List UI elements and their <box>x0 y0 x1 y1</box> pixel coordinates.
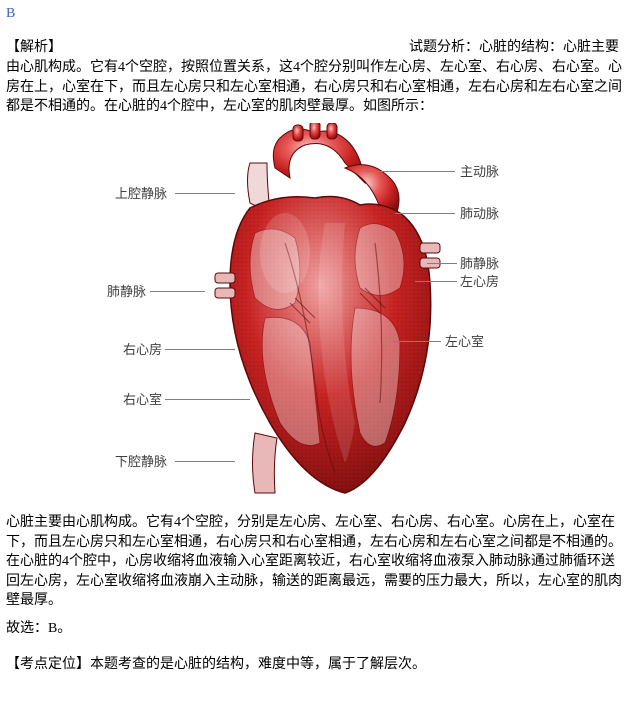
lead-line <box>365 171 455 172</box>
lead-line <box>393 341 441 342</box>
analysis-body: 由心肌构成。它有4个空腔，按照位置关系，这4个腔分别叫作左心房、左心室、右心房、… <box>6 58 624 117</box>
explanation-paragraph: 心脏主要由心肌构成。它有4个空腔，分别是左心房、左心室、右心房、右心室。心房在上… <box>6 513 624 611</box>
analysis-lead: 试题分析：心脏的结构：心脏主要 <box>409 40 619 55</box>
topic-position: 【考点定位】本题考查的是心脏的结构，难度中等，属于了解层次。 <box>6 655 624 675</box>
lead-line <box>150 291 205 292</box>
label-pulmonary-artery: 肺动脉 <box>460 205 499 223</box>
label-superior-vena: 上腔静脉 <box>115 185 167 203</box>
label-pulmonary-vein-right: 肺静脉 <box>107 283 146 301</box>
label-aorta: 主动脉 <box>460 163 499 181</box>
label-pulmonary-vein-left: 肺静脉 <box>460 255 499 273</box>
analysis-heading: 【解析】 <box>6 40 62 55</box>
lead-line <box>427 263 457 264</box>
heart-illustration <box>195 123 455 503</box>
conclusion: 故选：B。 <box>6 619 624 639</box>
lead-line <box>175 461 235 462</box>
heart-diagram-container: 上腔静脉 肺静脉 右心房 右心室 下腔静脉 主动脉 肺动脉 肺静脉 左心房 左心… <box>6 123 624 503</box>
label-left-ventricle: 左心室 <box>445 333 484 351</box>
label-right-atrium: 右心房 <box>123 341 162 359</box>
lead-line <box>165 399 250 400</box>
lead-line <box>395 213 455 214</box>
label-inferior-vena: 下腔静脉 <box>115 453 167 471</box>
analysis-heading-row: 【解析】 试题分析：心脏的结构：心脏主要 <box>6 38 624 58</box>
lead-line <box>175 193 235 194</box>
label-left-atrium: 左心房 <box>460 273 499 291</box>
heart-diagram: 上腔静脉 肺静脉 右心房 右心室 下腔静脉 主动脉 肺动脉 肺静脉 左心房 左心… <box>105 123 525 503</box>
label-right-ventricle: 右心室 <box>123 391 162 409</box>
lead-line <box>165 349 235 350</box>
answer-letter: B <box>6 4 624 24</box>
lead-line <box>415 281 457 282</box>
